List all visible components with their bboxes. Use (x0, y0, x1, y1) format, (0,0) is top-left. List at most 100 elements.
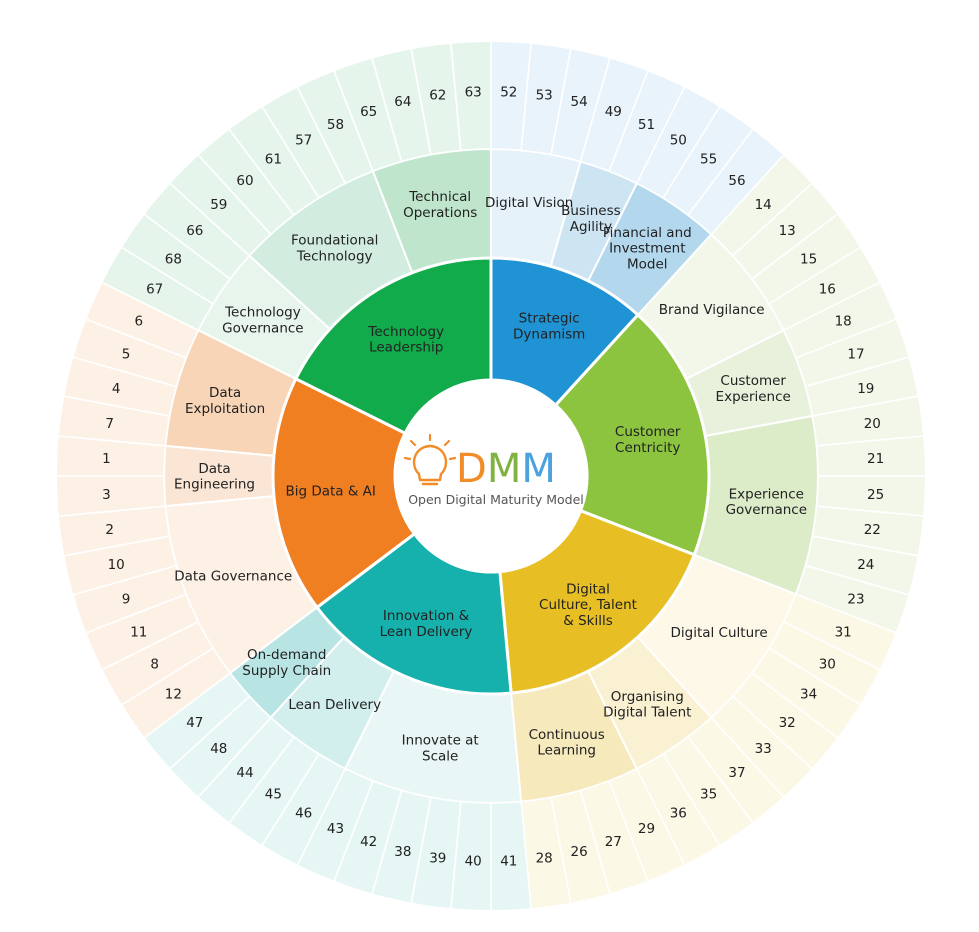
criterion-number: 54 (571, 94, 588, 110)
criterion-number: 32 (779, 715, 796, 731)
subdimension-label-line: Brand Vigilance (659, 302, 765, 318)
dimension-label: Digital Culture, Talent & Skills (539, 581, 637, 629)
criterion-number: 66 (186, 223, 203, 239)
dimension-label-line: Dynamism (513, 327, 585, 343)
criterion-number: 58 (327, 117, 344, 133)
subdimension-label-line: Investment (609, 241, 685, 257)
dimension-label-line: Big Data & AI (285, 484, 375, 500)
criterion-number: 12 (165, 687, 182, 703)
subdimension-label: Data Governance (174, 569, 292, 585)
subdimension-label: Lean Delivery (288, 697, 381, 713)
criterion-number: 17 (847, 347, 864, 363)
criterion-number: 28 (536, 850, 553, 866)
criterion-number: 1 (102, 451, 111, 467)
criterion-number: 22 (864, 522, 881, 538)
subdimension-label-line: Digital Vision (485, 195, 573, 211)
logo-letter-m2: M (521, 446, 556, 492)
dimension-label-line: Innovation & (383, 608, 470, 624)
criterion-number: 24 (857, 557, 874, 573)
criterion-number: 37 (728, 765, 745, 781)
hub-circle (395, 380, 587, 572)
subdimension-label-line: Data Governance (174, 569, 292, 585)
subdimension-label: On-demand Supply Chain (242, 647, 331, 679)
subdimension-label-line: Experience (716, 389, 791, 405)
subdimension-label: Digital Vision (485, 195, 573, 211)
logo-hub: DMM Open Digital Maturity Model (395, 380, 587, 572)
subdimension-label-line: Agility (570, 219, 612, 235)
criterion-number: 36 (670, 805, 687, 821)
subdimension-label-line: Supply Chain (242, 663, 331, 679)
criterion-number: 50 (670, 133, 687, 149)
lightbulb-icon (403, 433, 457, 486)
criterion-number: 6 (135, 314, 144, 330)
criterion-number: 40 (465, 854, 482, 870)
criterion-number: 5 (122, 347, 131, 363)
criterion-number: 46 (295, 805, 312, 821)
criterion-number: 26 (571, 844, 588, 860)
dimension-label-line: & Skills (563, 613, 613, 629)
criterion-number: 42 (360, 834, 377, 850)
criterion-number: 13 (779, 223, 796, 239)
dimension-label-line: Technology (367, 324, 444, 340)
subdimension-label: Customer Experience (716, 373, 791, 405)
criterion-number: 10 (108, 557, 125, 573)
dimension-label-line: Customer (615, 424, 681, 440)
subdimension-label-line: Digital Culture (670, 625, 767, 641)
dimension-label: Strategic Dynamism (513, 311, 585, 343)
criterion-number: 18 (835, 314, 852, 330)
subdimension-label-line: Technical (408, 189, 471, 205)
subdimension-label-line: Lean Delivery (288, 697, 381, 713)
subdimension-label-line: Engineering (174, 477, 255, 493)
subdimension-label-line: Learning (537, 743, 596, 759)
criterion-number: 29 (638, 821, 655, 837)
criterion-number: 59 (210, 197, 227, 213)
dimension-label: Big Data & AI (285, 484, 375, 500)
criterion-number: 65 (360, 104, 377, 120)
criterion-number: 16 (819, 282, 836, 298)
subdimension-label-line: Customer (720, 373, 786, 389)
criterion-number: 3 (102, 487, 111, 503)
criterion-number: 51 (638, 117, 655, 133)
criterion-number: 19 (857, 381, 874, 397)
criterion-number: 44 (236, 765, 253, 781)
criterion-number: 25 (867, 487, 884, 503)
criterion-number: 2 (105, 522, 114, 538)
criterion-number: 47 (186, 715, 203, 731)
subdimension-label-line: Innovate at (402, 733, 479, 749)
criterion-number: 62 (429, 88, 446, 104)
subdimension-label-line: Continuous (529, 727, 605, 743)
dimension-label-line: Centricity (615, 440, 680, 456)
criterion-number: 68 (165, 251, 182, 267)
subdimension-label: Foundational Technology (291, 233, 378, 265)
subdimension-label-line: Business (561, 203, 621, 219)
logo-wordmark: DMM (456, 446, 556, 492)
subdimension-label: Technology Governance (222, 305, 303, 337)
dimension-label-line: Digital (566, 581, 610, 597)
subdimension-label-line: Operations (403, 205, 477, 221)
criterion-number: 57 (295, 133, 312, 149)
subdimension-label-line: Data (209, 385, 241, 401)
dimension-label: Innovation & Lean Delivery (380, 608, 473, 640)
criterion-number: 52 (500, 84, 517, 100)
criterion-number: 14 (755, 197, 772, 213)
subdimension-label-line: Governance (726, 502, 807, 518)
criterion-number: 4 (112, 381, 121, 397)
criterion-number: 56 (728, 173, 745, 189)
criterion-number: 63 (465, 84, 482, 100)
dimension-label-line: Culture, Talent (539, 597, 637, 613)
criterion-number: 60 (236, 173, 253, 189)
subdimension-label-line: On-demand (247, 647, 326, 663)
criterion-number: 64 (394, 94, 411, 110)
subdimension-label-line: Model (627, 256, 668, 272)
subdimension-label-line: Scale (422, 748, 458, 764)
criterion-number: 39 (429, 850, 446, 866)
criterion-number: 8 (150, 656, 159, 672)
subdimension-label-line: Experience (729, 486, 804, 502)
criterion-number: 49 (605, 104, 622, 120)
criterion-number: 61 (265, 151, 282, 167)
subdimension-label: Data Exploitation (185, 385, 265, 417)
subdimension-label: Innovate at Scale (402, 733, 479, 765)
subdimension-label: Organising Digital Talent (603, 689, 691, 721)
